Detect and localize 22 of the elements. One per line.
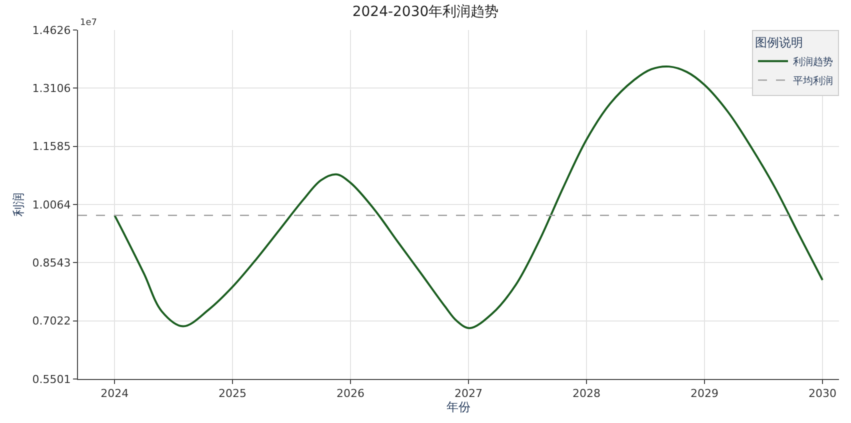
x-tick-label: 2026 [336,387,365,400]
line-series [114,65,824,330]
chart-title: 2024-2030年利润趋势 [352,4,499,20]
x-tick-label: 2025 [218,387,247,400]
legend-label: 利润趋势 [793,56,833,68]
x-tick-label: 2027 [454,387,483,400]
y-tick-label: 1.4626 [32,24,71,37]
y-axis-title: 利润 [12,192,26,216]
y-tick-label: 0.8543 [32,256,71,270]
x-tick-label: 2030 [808,387,836,400]
y-tick-label: 0.7022 [32,314,71,328]
y-tick-label: 1.3106 [32,82,71,95]
legend-title: 图例说明 [755,36,803,50]
legend-label: 平均利润 [793,75,833,87]
y-tick-label: 0.5501 [32,372,71,386]
x-tick-label: 2028 [572,387,601,400]
x-tick-label: 2024 [100,387,129,400]
y-tick-label: 1.1585 [32,140,71,154]
x-tick-label: 2029 [690,387,718,400]
y-tick-label: 1.0064 [32,198,71,212]
text: 1e7 [80,18,97,28]
x-axis-title: 年份 [446,400,470,414]
